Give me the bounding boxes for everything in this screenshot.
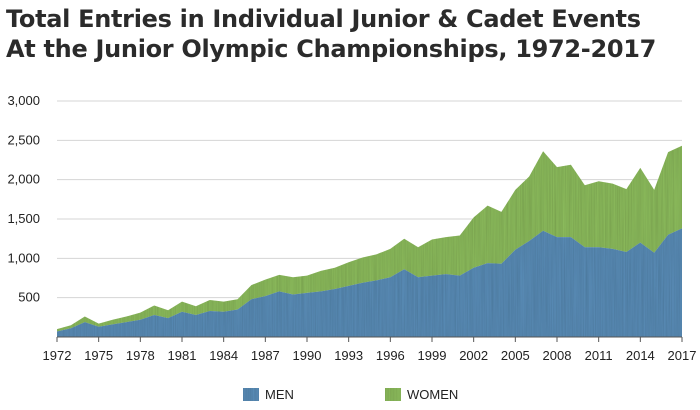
legend-swatch-men xyxy=(243,388,259,401)
data-areas xyxy=(57,145,682,337)
legend: MEN WOMEN xyxy=(243,387,458,402)
x-tick-label: 1993 xyxy=(334,348,363,363)
y-tick-label: 2,500 xyxy=(7,132,40,147)
y-tick-label: 500 xyxy=(18,290,40,305)
legend-label-men: MEN xyxy=(265,387,294,402)
chart-title: Total Entries in Individual Junior & Cad… xyxy=(6,4,656,64)
y-tick-label: 2,000 xyxy=(7,172,40,187)
x-tick-label: 2002 xyxy=(459,348,488,363)
x-tick-label: 1972 xyxy=(43,348,72,363)
area-women xyxy=(57,145,682,332)
x-tick-label: 1999 xyxy=(418,348,447,363)
x-tick-label: 1981 xyxy=(168,348,197,363)
x-tick-label: 1975 xyxy=(84,348,113,363)
x-tick-label: 1984 xyxy=(209,348,238,363)
chart-title-line-2: At the Junior Olympic Championships, 197… xyxy=(6,35,657,63)
legend-label-women: WOMEN xyxy=(407,387,458,402)
x-tick-label: 1990 xyxy=(293,348,322,363)
y-tick-label: 3,000 xyxy=(7,93,40,108)
axes: 500 1,000 1,500 2,000 2,500 3,000 1972 1975 1978… xyxy=(7,93,696,363)
x-tick-label: 2005 xyxy=(501,348,530,363)
y-tick-label: 1,500 xyxy=(7,211,40,226)
x-tick-label: 2008 xyxy=(543,348,572,363)
y-tick-label: 1,000 xyxy=(7,250,40,265)
x-tick-label: 1996 xyxy=(376,348,405,363)
chart-title-line-1: Total Entries in Individual Junior & Cad… xyxy=(6,5,641,33)
legend-swatch-women xyxy=(385,388,401,401)
x-tick-label: 2017 xyxy=(668,348,697,363)
x-tick-label: 2011 xyxy=(585,348,613,363)
x-tick-label: 1978 xyxy=(126,348,155,363)
x-tick-label: 1987 xyxy=(251,348,280,363)
area-men xyxy=(57,228,682,337)
x-tick-label: 2014 xyxy=(626,348,655,363)
